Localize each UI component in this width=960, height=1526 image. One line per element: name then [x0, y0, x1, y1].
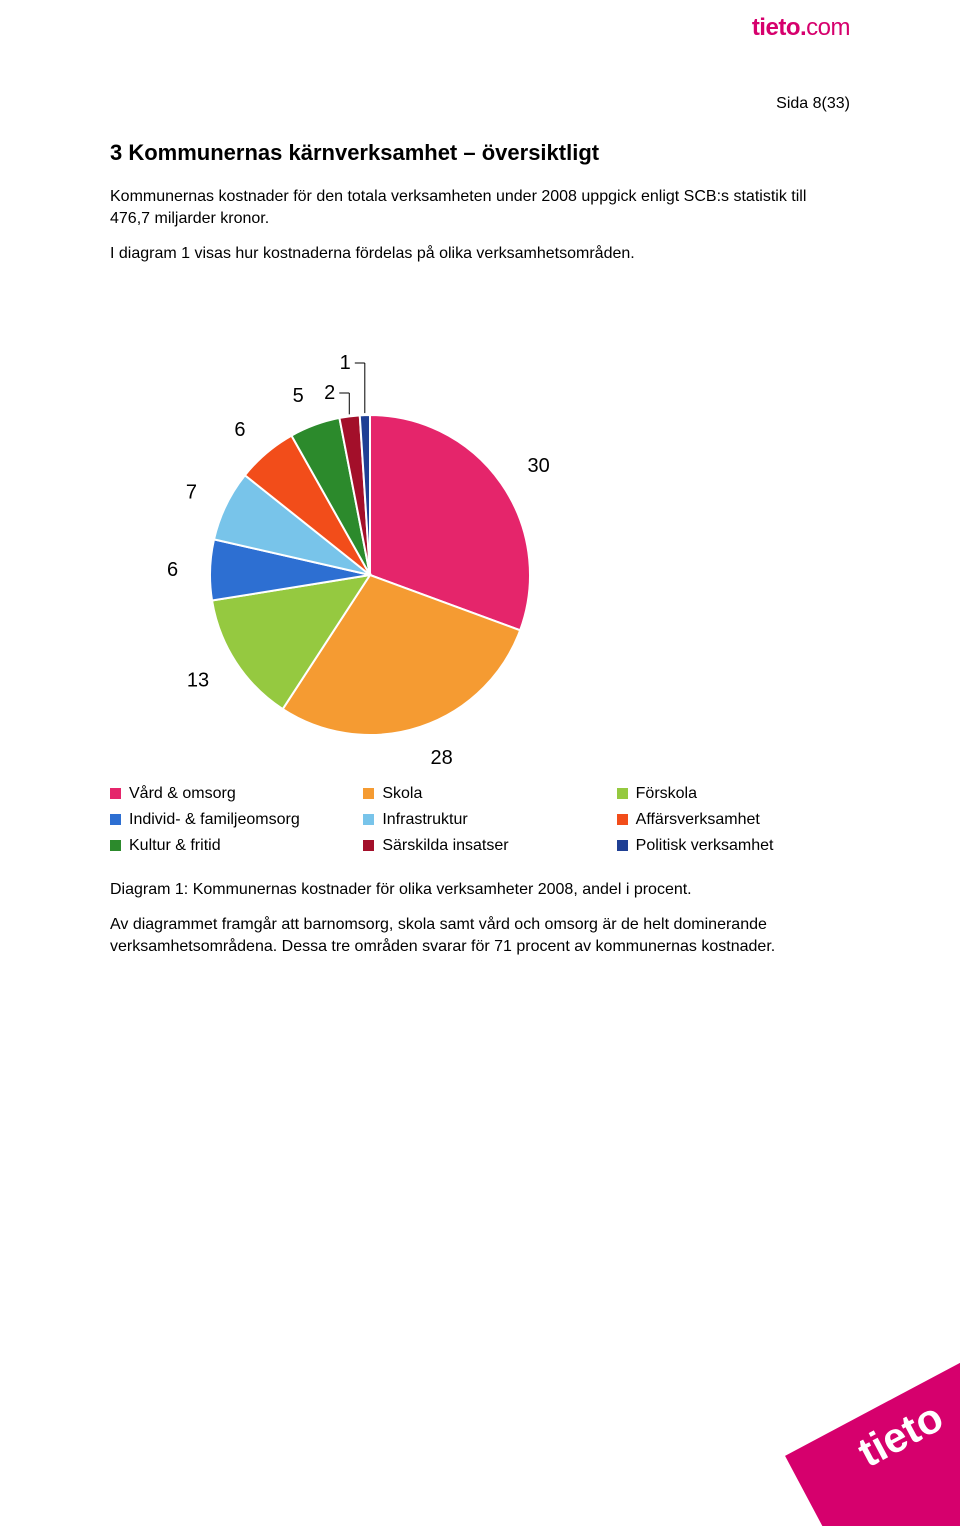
legend-label: Förskola — [636, 785, 697, 803]
legend-label: Politisk verksamhet — [636, 837, 774, 855]
legend-label: Affärsverksamhet — [636, 811, 760, 829]
legend-swatch — [363, 840, 374, 851]
legend-item: Infrastruktur — [363, 811, 596, 829]
pie-chart: 30 28 13 6 7 6 521 — [110, 295, 610, 765]
legend-item: Politisk verksamhet — [617, 837, 850, 855]
pie-value-label: 28 — [431, 747, 453, 765]
legend-swatch — [617, 814, 628, 825]
pie-value-label: 13 — [187, 669, 209, 691]
pie-value-label: 2 — [324, 382, 335, 404]
pie-legend: Vård & omsorg Skola Förskola Individ- & fam… — [110, 785, 850, 855]
outro-paragraph: Av diagrammet framgår att barnomsorg, sk… — [110, 914, 850, 957]
page: tieto.com Sida 8(33) 3 Kommunernas kärnv… — [0, 0, 960, 1526]
legend-swatch — [110, 788, 121, 799]
pie-chart-svg: 30 28 13 6 7 6 521 — [110, 295, 610, 765]
chart-caption: Diagram 1: Kommunernas kostnader för oli… — [110, 879, 850, 901]
pie-value-label: 1 — [340, 352, 351, 374]
legend-item: Förskola — [617, 785, 850, 803]
brand-name: tieto — [752, 14, 800, 41]
legend-item: Affärsverksamhet — [617, 811, 850, 829]
pie-value-label: 6 — [234, 419, 245, 441]
legend-label: Vård & omsorg — [129, 785, 236, 803]
legend-label: Skola — [382, 785, 422, 803]
pie-value-label: 7 — [186, 481, 197, 503]
legend-item: Skola — [363, 785, 596, 803]
pie-value-label: 6 — [167, 559, 178, 581]
legend-swatch — [110, 814, 121, 825]
legend-swatch — [110, 840, 121, 851]
page-indicator: Sida 8(33) — [776, 95, 850, 113]
footer-logo: tieto — [750, 1356, 960, 1526]
legend-swatch — [363, 788, 374, 799]
legend-swatch — [617, 788, 628, 799]
legend-swatch — [617, 840, 628, 851]
pie-value-label: 30 — [528, 455, 550, 477]
section-heading: 3 Kommunernas kärnverksamhet – översiktl… — [110, 140, 850, 166]
legend-item: Kultur & fritid — [110, 837, 343, 855]
legend-label: Individ- & familjeomsorg — [129, 811, 300, 829]
legend-item: Vård & omsorg — [110, 785, 343, 803]
brand-logo: tieto.com — [752, 14, 850, 42]
brand-suffix: com — [806, 14, 850, 41]
legend-label: Kultur & fritid — [129, 837, 221, 855]
pie-value-label: 5 — [293, 385, 304, 407]
legend-label: Infrastruktur — [382, 811, 467, 829]
legend-item: Särskilda insatser — [363, 837, 596, 855]
intro-paragraph-2: I diagram 1 visas hur kostnaderna fördel… — [110, 243, 850, 265]
intro-paragraph-1: Kommunernas kostnader för den totala ver… — [110, 186, 850, 229]
legend-label: Särskilda insatser — [382, 837, 508, 855]
legend-swatch — [363, 814, 374, 825]
legend-item: Individ- & familjeomsorg — [110, 811, 343, 829]
